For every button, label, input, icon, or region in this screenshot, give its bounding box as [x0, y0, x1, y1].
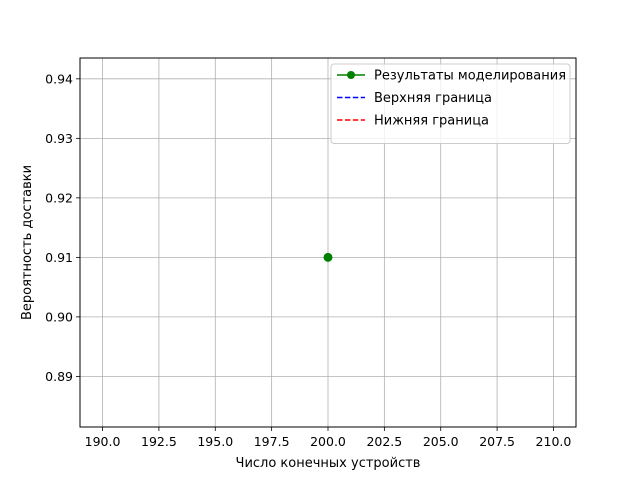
- data-point: [323, 252, 333, 262]
- y-tick-label: 0.93: [45, 131, 73, 146]
- x-tick-label: 192.5: [141, 434, 177, 449]
- x-tick-label: 190.0: [85, 434, 121, 449]
- legend-item: Результаты моделирования: [337, 69, 566, 84]
- legend-box: [330, 63, 571, 144]
- legend-item: Верхняя граница: [337, 91, 492, 106]
- y-tick-label: 0.91: [45, 250, 73, 265]
- x-axis-ticks: 190.0 192.5 195.0 197.5 200.0 202.5 205.0 207.5…: [85, 427, 572, 449]
- x-tick-label: 202.5: [366, 434, 402, 449]
- x-tick-label: 210.0: [536, 434, 572, 449]
- y-tick-label: 0.90: [45, 309, 73, 324]
- y-axis-label: Вероятность доставки: [20, 165, 35, 320]
- legend-label: Верхняя граница: [374, 91, 492, 106]
- legend-item: Нижняя граница: [337, 114, 489, 129]
- legend-marker: [347, 71, 355, 79]
- x-tick-label: 205.0: [423, 434, 459, 449]
- x-tick-label: 195.0: [197, 434, 233, 449]
- y-tick-label: 0.94: [45, 71, 73, 86]
- x-tick-label: 200.0: [310, 434, 346, 449]
- legend: Результаты моделирования Верхняя граница Н…: [330, 63, 571, 144]
- y-axis-ticks: 0.89 0.90 0.91 0.92 0.93 0.94: [45, 71, 80, 384]
- y-tick-label: 0.92: [45, 190, 73, 205]
- y-tick-label: 0.89: [45, 369, 73, 384]
- legend-label: Нижняя граница: [374, 114, 489, 129]
- series-layer: [323, 252, 333, 262]
- x-tick-label: 207.5: [479, 434, 515, 449]
- legend-label: Результаты моделирования: [374, 69, 566, 84]
- plot-frame: [79, 57, 577, 428]
- x-tick-label: 197.5: [254, 434, 290, 449]
- x-axis-label: Число конечных устройств: [236, 456, 421, 471]
